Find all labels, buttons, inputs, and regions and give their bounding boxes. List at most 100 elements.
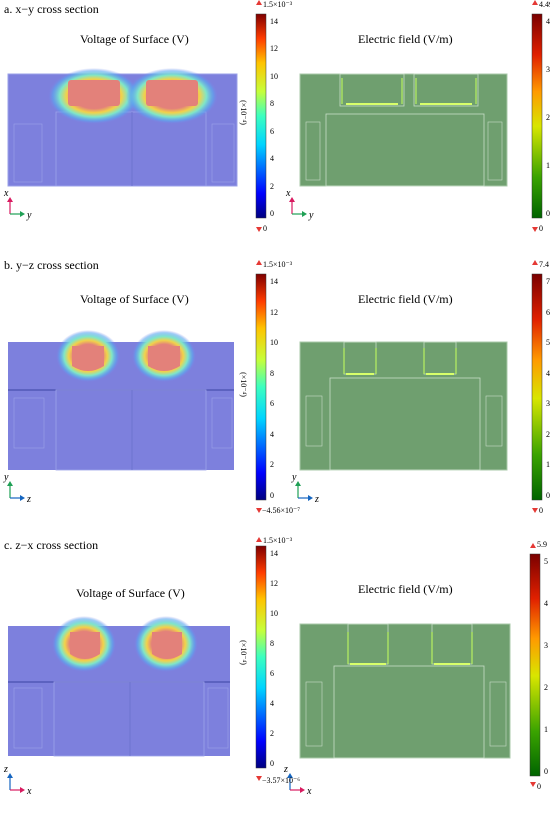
field-plot-title: Electric field (V/m) [358, 582, 453, 596]
section-title: b. y−z cross section [4, 258, 99, 272]
svg-text:x: x [26, 786, 32, 797]
svg-text:x: x [306, 786, 312, 797]
voltage-axis-triad: y z [3, 472, 31, 505]
field-colorbar-max: 4.49 [539, 0, 550, 9]
field-colorbar [531, 260, 543, 513]
colorbar-tick-label: 8 [270, 99, 274, 109]
colorbar-tick-label: 0 [270, 491, 274, 500]
field-colorbar-min: 0 [537, 782, 541, 791]
colorbar-tick-label: 5 [546, 338, 550, 348]
colorbar-tick-label: 5 [544, 557, 548, 566]
voltage-map [8, 330, 234, 471]
colorbar-tick-label: 3 [546, 65, 550, 74]
voltage-colorbar-scale: (×10⁻⁴) [238, 100, 248, 125]
voltage-colorbar-min: −3.57×10⁻⁶ [262, 776, 301, 785]
voltage-colorbar-max: 1.5×10⁻³ [263, 0, 293, 9]
colorbar-tick-label: 8 [270, 368, 274, 378]
svg-text:y: y [291, 472, 297, 483]
colorbar-tick-label: 1 [544, 725, 548, 734]
voltage-colorbar [255, 0, 267, 232]
voltage-colorbar-scale: (×10⁻⁴) [238, 372, 248, 397]
colorbar-tick-label: 3 [546, 399, 550, 409]
field-colorbar-max: 5.9 [537, 540, 547, 549]
voltage-map [7, 68, 238, 187]
colorbar-tick-label: 10 [270, 609, 278, 618]
colorbar-tick-label: 14 [270, 549, 278, 558]
colorbar-tick-label: 6 [270, 126, 274, 136]
voltage-axis-triad: z x [3, 764, 32, 797]
colorbar-tick-label: 0 [546, 491, 550, 500]
colorbar-tick-label: 4 [270, 154, 274, 164]
colorbar-tick-label: 0 [270, 759, 274, 768]
field-plot-title: Electric field (V/m) [358, 32, 453, 46]
colorbar-tick-label: 8 [270, 639, 274, 648]
field-map [299, 73, 508, 187]
colorbar-tick-label: 4 [270, 429, 274, 439]
voltage-colorbar-scale: (×10⁻⁴) [238, 640, 248, 665]
field-map [299, 623, 511, 759]
voltage-colorbar-max: 1.5×10⁻³ [263, 260, 293, 269]
svg-text:x: x [285, 188, 291, 199]
colorbar-tick-label: 4 [546, 17, 550, 26]
colorbar-tick-label: 6 [270, 399, 274, 409]
svg-text:y: y [308, 210, 314, 221]
panel-xy: a. x−y cross section Voltage of Surface … [0, 0, 550, 272]
colorbar-tick-label: 2 [270, 460, 274, 470]
vertical-axis-label: x [3, 188, 9, 199]
colorbar-tick-label: 2 [546, 113, 550, 122]
colorbar-tick-label: 14 [270, 277, 278, 286]
field-axis-triad: y z [291, 472, 319, 505]
panel-graphics: z x z x [3, 537, 541, 797]
colorbar-tick-label: 1 [546, 460, 550, 470]
svg-text:z: z [3, 764, 8, 775]
colorbar-tick-label: 2 [546, 429, 550, 439]
field-colorbar-min: 0 [539, 506, 543, 515]
field-plot-title: Electric field (V/m) [358, 292, 453, 306]
panel-graphics: x y x y [3, 0, 543, 232]
colorbar-tick-label: 3 [544, 641, 548, 650]
colorbar-tick-label: 2 [270, 729, 274, 738]
colorbar-tick-label: 2 [270, 181, 274, 191]
voltage-plot-title: Voltage of Surface (V) [80, 292, 189, 306]
panel-zx: c. z−x cross section Voltage of Surface … [0, 536, 550, 808]
panel-graphics: y z y z [3, 260, 543, 513]
colorbar-tick-label: 4 [544, 599, 548, 608]
colorbar-tick-label: 0 [546, 209, 550, 218]
field-colorbar-min: 0 [539, 224, 543, 233]
voltage-colorbar-max: 1.5×10⁻³ [263, 536, 293, 545]
horizontal-axis-label: y [26, 210, 32, 221]
voltage-plot-title: Voltage of Surface (V) [76, 586, 185, 600]
colorbar-tick-label: 1 [546, 161, 550, 170]
colorbar-tick-label: 12 [270, 307, 278, 317]
voltage-axis-triad: x y [3, 188, 32, 221]
svg-text:y: y [3, 472, 9, 483]
svg-text:z: z [283, 764, 288, 775]
section-title: a. x−y cross section [4, 2, 99, 16]
svg-text:z: z [26, 494, 31, 505]
field-colorbar [529, 543, 541, 787]
colorbar-tick-label: 0 [270, 209, 274, 218]
voltage-plot-title: Voltage of Surface (V) [80, 32, 189, 46]
colorbar-tick-label: 10 [270, 338, 278, 348]
field-axis-triad: x y [285, 188, 314, 221]
colorbar-tick-label: 2 [544, 683, 548, 692]
colorbar-tick-label: 4 [270, 699, 274, 708]
voltage-colorbar-min: 0 [263, 224, 267, 233]
colorbar-tick-label: 0 [544, 767, 548, 776]
colorbar-tick-label: 12 [270, 579, 278, 588]
colorbar-tick-label: 6 [270, 669, 274, 678]
section-title: c. z−x cross section [4, 538, 99, 552]
svg-text:z: z [314, 494, 319, 505]
colorbar-tick-label: 4 [546, 368, 550, 378]
colorbar-tick-label: 12 [270, 44, 278, 54]
field-colorbar-max: 7.4 [539, 260, 549, 269]
voltage-map [8, 616, 230, 757]
colorbar-tick-label: 14 [270, 17, 278, 26]
field-colorbar [531, 0, 543, 232]
field-map [299, 341, 508, 471]
voltage-colorbar [255, 537, 267, 781]
voltage-colorbar [255, 260, 267, 513]
colorbar-tick-label: 10 [270, 71, 278, 81]
field-axis-triad: z x [283, 764, 312, 797]
panel-yz: b. y−z cross section Voltage of Surface … [0, 256, 550, 528]
